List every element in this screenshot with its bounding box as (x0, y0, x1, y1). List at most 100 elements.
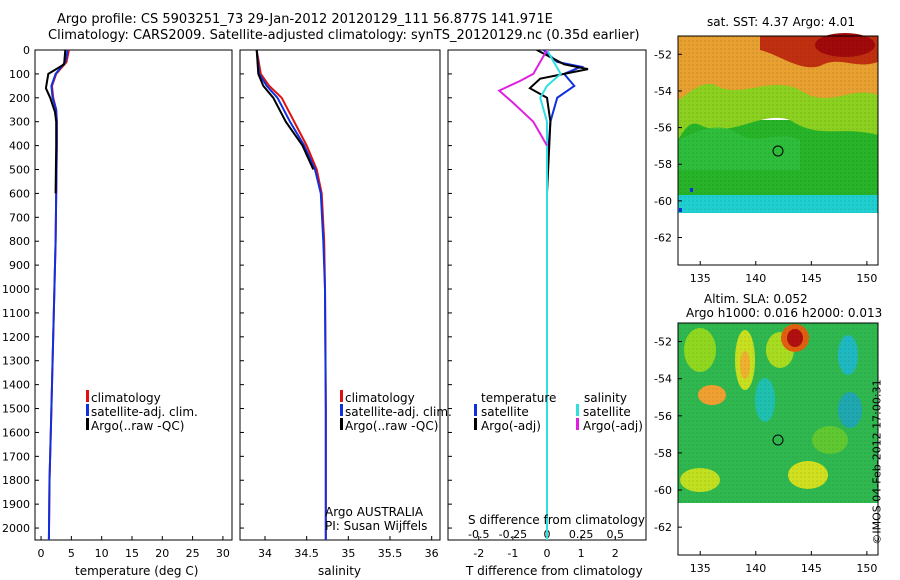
depth-tick-label: 1100 (2, 307, 30, 320)
sal-legend-climatology: climatology (345, 391, 415, 405)
sla-map-title-1: Altim. SLA: 0.052 (704, 292, 808, 306)
sst-map-title: sat. SST: 4.37 Argo: 4.01 (707, 15, 856, 29)
salinity-x-tick-label: 35 (341, 547, 355, 560)
sla-map-frame (677, 322, 879, 556)
sst-lat-tick-label: -56 (654, 122, 672, 135)
depth-tick-label: 1000 (2, 283, 30, 296)
salinity-x-tick-label: 34.5 (294, 547, 319, 560)
title-line-2: Climatology: CARS2009. Satellite-adjuste… (48, 28, 640, 43)
temperature-x-tick-label: 10 (95, 547, 109, 560)
sst-lat-tick-label: -62 (654, 232, 672, 245)
difference-xlabel: T difference from climatology (466, 564, 643, 578)
legend-swatch (340, 390, 343, 402)
salinity-diff-tick-label: -0.5 (468, 528, 489, 541)
diff-legend-temp-argo: Argo(-adj) (481, 419, 541, 433)
sla-map-title-2: Argo h1000: 0.016 h2000: 0.013 (686, 306, 883, 320)
argo-program-note: Argo AUSTRALIA (325, 505, 424, 519)
legend-swatch (340, 418, 343, 430)
sst-lat-tick-label: -60 (654, 195, 672, 208)
series-salinity-satellite (539, 50, 562, 540)
sst-lon-tick-label: 140 (745, 272, 766, 285)
sla-lon-tick-label: 145 (801, 562, 822, 575)
difference-x-tick-label: 2 (612, 547, 619, 560)
depth-tick-label: 1800 (2, 474, 30, 487)
series-argo-raw-qc- (255, 50, 315, 170)
series-climatology (47, 50, 70, 540)
sst-field-texture (678, 36, 878, 213)
salinity-diff-tick-label: 0.25 (569, 528, 594, 541)
sla-lat-tick-label: -56 (654, 410, 672, 423)
sst-map (677, 33, 879, 266)
sla-lat-tick-label: -60 (654, 484, 672, 497)
temperature-x-tick-label: 20 (155, 547, 169, 560)
sla-map (677, 322, 879, 556)
difference-x-tick-label: -2 (473, 547, 484, 560)
temperature-x-tick-label: 5 (68, 547, 75, 560)
salinity-diff-tick-label: 0.5 (607, 528, 625, 541)
series-temperature-satellite (542, 50, 585, 540)
sst-lat-tick-label: -54 (654, 85, 672, 98)
imos-watermark: ©IMOS 04-Feb-2012 17:00:31 (870, 379, 884, 545)
salinity-diff-tick-label: -0.25 (499, 528, 527, 541)
depth-tick-label: 500 (9, 164, 30, 177)
legend-swatch (576, 418, 579, 430)
sst-lon-tick-label: 150 (856, 272, 877, 285)
diff-legend-salinity-title: salinity (584, 391, 628, 405)
depth-tick-label: 1400 (2, 379, 30, 392)
salinity-xlabel: salinity (318, 564, 362, 578)
diff-legend-temperature-title: temperature (481, 391, 557, 405)
legend-swatch (340, 404, 343, 416)
salinity-x-tick-label: 34 (258, 547, 272, 560)
sst-argo-marker (772, 145, 784, 157)
sla-lat-tick-label: -62 (654, 521, 672, 534)
temperature-x-tick-label: 0 (38, 547, 45, 560)
sal-legend-satellite: satellite-adj. clim. (345, 405, 452, 419)
sla-map-land-gap (678, 503, 878, 555)
legend-swatch (474, 418, 477, 430)
sst-lat-tick-label: -58 (654, 158, 672, 171)
sla-field-texture (678, 323, 878, 503)
sla-lon-tick-label: 150 (856, 562, 877, 575)
sst-lat-tick-label: -52 (654, 48, 672, 61)
sla-lon-tick-label: 135 (690, 562, 711, 575)
sla-lat-tick-label: -58 (654, 447, 672, 460)
difference-x-tick-label: -1 (507, 547, 518, 560)
series-argo-raw-qc- (44, 50, 67, 194)
salinity-x-tick-label: 36 (425, 547, 439, 560)
depth-tick-label: 1900 (2, 498, 30, 511)
difference-x-tick-label: 0 (544, 547, 551, 560)
depth-tick-label: 1700 (2, 450, 30, 463)
sst-map-frame (677, 35, 879, 266)
temperature-xlabel: temperature (deg C) (75, 564, 199, 578)
difference-x-tick-label: 1 (578, 547, 585, 560)
depth-tick-label: 800 (9, 235, 30, 248)
temp-legend-satellite: satellite-adj. clim. (91, 405, 198, 419)
depth-tick-label: 2000 (2, 522, 30, 535)
sla-lat-tick-label: -54 (654, 373, 672, 386)
diff-legend-temp-satellite: satellite (481, 405, 529, 419)
sst-edge-dot-1 (690, 188, 693, 192)
depth-tick-label: 0 (23, 44, 30, 57)
series-satellite-adj-clim- (255, 50, 327, 540)
depth-tick-label: 200 (9, 92, 30, 105)
sla-lat-tick-label: -52 (654, 336, 672, 349)
temp-legend-argo: Argo(..raw -QC) (91, 419, 185, 433)
depth-tick-label: 900 (9, 259, 30, 272)
salinity-x-tick-label: 35.5 (378, 547, 403, 560)
legend-swatch (86, 390, 89, 402)
diff-legend-sal-satellite: satellite (583, 405, 631, 419)
sal-legend-argo: Argo(..raw -QC) (345, 419, 439, 433)
series-temperature-argo-adj- (528, 50, 589, 194)
sst-map-land-gap (678, 213, 878, 265)
depth-tick-label: 400 (9, 140, 30, 153)
legend-swatch (86, 418, 89, 430)
diff-legend-sal-argo: Argo(-adj) (583, 419, 643, 433)
argo-pi-note: PI: Susan Wijffels (325, 519, 428, 533)
salinity-panel-frame (239, 49, 441, 541)
title-line-1: Argo profile: CS 5903251_73 29-Jan-2012 … (57, 12, 553, 27)
depth-tick-label: 1300 (2, 355, 30, 368)
legend-swatch (86, 404, 89, 416)
legend-swatch (576, 404, 579, 416)
depth-tick-label: 1200 (2, 331, 30, 344)
